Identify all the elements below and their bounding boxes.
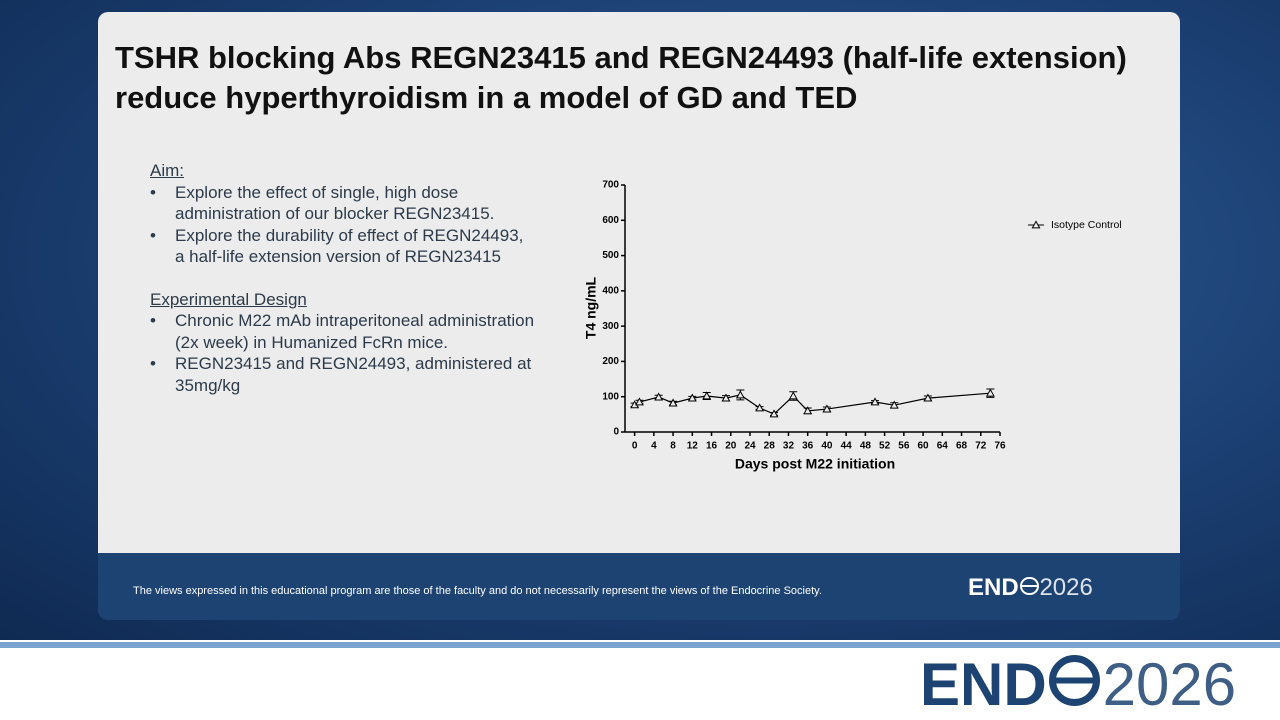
point [788,391,798,400]
x-tick-label: 56 [898,441,910,452]
x-tick-label: 48 [860,441,872,452]
x-tick-label: 64 [937,441,949,452]
section-heading: Aim: [150,161,184,180]
footer-bar [98,553,1180,620]
bullet-line: administration of our blocker REGN23415. [175,204,495,223]
logo: END 2026 [920,650,1236,719]
title-line: TSHR blocking Abs REGN23415 and REGN2449… [115,40,1127,75]
section-heading: Experimental Design [150,289,307,309]
point [985,388,995,397]
x-tick-label: 44 [841,441,853,452]
bullet-symbol: • [150,225,156,245]
x-tick-label: 16 [706,441,718,452]
x-tick-label: 20 [725,441,737,452]
x-tick-label: 24 [744,441,756,452]
point [822,404,832,413]
x-tick-label: 68 [956,441,968,452]
slide-panel [98,12,1180,553]
x-tick-label: 28 [764,441,776,452]
bullet-line: REGN23415 and REGN24493, administered at [175,354,532,373]
x-tick-label: 8 [670,441,676,452]
bullet-line: 35mg/kg [175,375,241,395]
x-tick-label: 40 [821,441,833,452]
point [803,406,813,415]
x-tick-label: 60 [918,441,930,452]
y-tick-label: 700 [602,180,619,191]
bullet: • REGN23415 and REGN24493, administered a… [150,353,534,396]
bullet-symbol: • [150,311,156,330]
point [735,390,745,399]
x-tick-label: 72 [975,441,987,452]
disclaimer: The views expressed in this educational … [133,585,822,597]
section: Experimental Design • Chronic M22 mAb intr… [150,289,534,397]
bullet-line: Chronic M22 mAb intraperitoneal administ… [175,311,535,330]
stripe [0,642,1280,648]
bullet: • Explore the durability of effect of REG… [150,225,534,268]
logo: END 2026 [968,574,1093,602]
bullet-symbol: • [150,182,156,202]
bullet: • Chronic M22 mAb intraperitoneal adminis… [150,310,534,353]
x-tick-label: 52 [879,441,891,452]
point [889,400,899,409]
point [654,392,664,401]
logo-light: 2026 [1102,651,1237,718]
logo-bold: END [920,651,1047,718]
legend-label: Isotype Control [1051,219,1122,231]
x-tick-label: 0 [632,441,638,452]
logo-light: 2026 [1039,574,1093,601]
slide-body: Aim: • Explore the effect of single, high … [150,160,534,417]
x-axis-label: Days post M22 initiation [735,456,895,472]
title-line: reduce hyperthyroidism in a model of GD … [115,80,858,115]
bullet-symbol: • [150,354,156,373]
y-tick-label: 300 [602,321,619,332]
y-tick-label: 0 [613,427,619,438]
x-tick-label: 32 [783,441,795,452]
point [721,393,731,402]
slide-title: TSHR blocking Abs REGN23415 and REGN2449… [115,38,1127,118]
point [769,409,779,418]
point [668,398,678,407]
point [870,397,880,406]
section: Aim: • Explore the effect of single, high … [150,160,534,268]
y-tick-label: 600 [602,215,619,226]
y-tick-label: 400 [602,285,619,296]
bullet-line: (2x week) in Humanized FcRn mice. [175,332,449,352]
logo-bold: END [968,574,1019,601]
logo-icon [1049,655,1101,707]
legend-marker [1031,220,1041,229]
point [923,393,933,402]
logo-icon [1019,576,1039,596]
y-axis-label: T4 ng/mL [583,276,599,339]
y-tick-label: 500 [602,250,619,261]
x-tick-label: 76 [994,441,1006,452]
y-tick-label: 100 [602,391,619,402]
bullet-line: Explore the effect of single, high dose [175,182,459,202]
x-tick-label: 36 [802,441,814,452]
series-line [634,392,991,415]
point [702,391,712,400]
x-tick-label: 12 [687,441,699,452]
bullet-line: Explore the durability of effect of REGN… [175,225,524,245]
point [687,393,697,402]
y-tick-label: 200 [602,356,619,367]
bullet: • Explore the effect of single, high dose… [150,182,534,225]
bullet-line: a half-life extension version of REGN234… [175,247,502,266]
x-tick-label: 4 [651,441,657,452]
point [755,403,765,412]
point [634,397,644,406]
